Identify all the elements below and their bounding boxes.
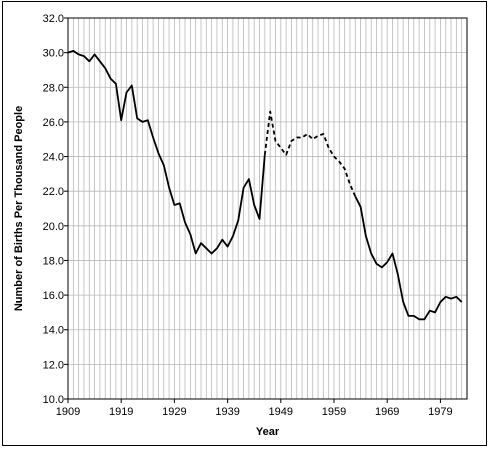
births-line-segment-1: [67, 50, 266, 255]
y-tick-label: 28.0: [43, 82, 64, 94]
y-tick-label: 18.0: [43, 255, 64, 267]
y-tick-label: 26.0: [43, 117, 64, 129]
y-tick-label: 30.0: [43, 48, 64, 60]
y-tick-label: 22.0: [43, 186, 64, 198]
y-tick-label: 14.0: [43, 325, 64, 337]
x-tick-label: 1959: [322, 406, 346, 418]
grid-lines: [68, 18, 467, 399]
y-tick-label: 20.0: [43, 221, 64, 233]
series-group: [67, 50, 463, 321]
axis-ticks: 10.0 12.0 14.0 16.0 18.0 20.0 22.0 24.0 26.0 28.0…: [43, 13, 453, 418]
y-tick-label: 12.0: [43, 359, 64, 371]
y-axis-title: Number of Births Per Thousand People: [13, 106, 25, 311]
y-tick-label: 16.0: [43, 290, 64, 302]
x-axis-title: Year: [256, 426, 280, 438]
plot-area: [67, 17, 468, 400]
y-tick-label: 10.0: [43, 394, 64, 406]
y-tick-label: 32.0: [43, 13, 64, 25]
x-tick-label: 1949: [269, 406, 293, 418]
x-tick-label: 1939: [215, 406, 239, 418]
y-tick-label: 24.0: [43, 152, 64, 164]
births-line-segment-2: [263, 110, 357, 197]
x-tick-label: 1919: [109, 406, 133, 418]
x-tick-label: 1969: [375, 406, 399, 418]
x-tick-label: 1909: [56, 406, 80, 418]
chart-frame: [2, 1, 487, 446]
x-tick-label: 1929: [162, 406, 186, 418]
births-line-segment-3: [354, 195, 463, 321]
x-tick-label: 1979: [428, 406, 452, 418]
